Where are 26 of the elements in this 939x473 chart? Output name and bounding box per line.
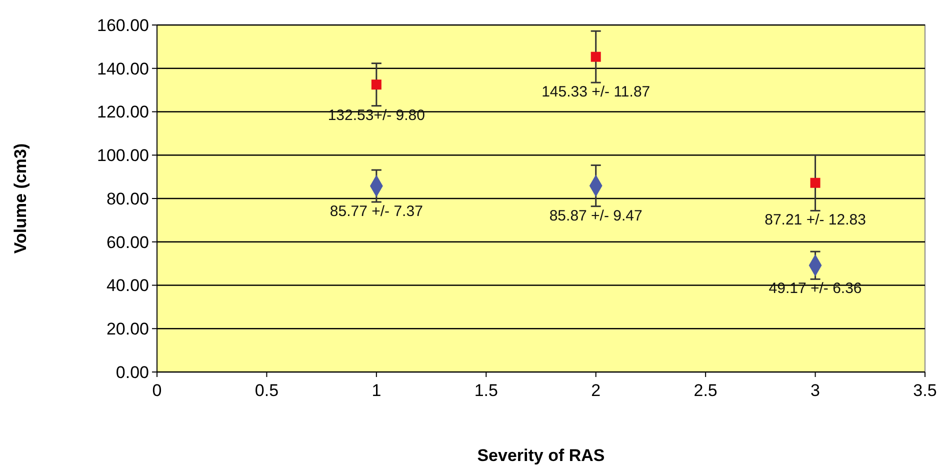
y-tick-label: 80.00 [106,189,149,208]
y-tick-label: 40.00 [106,276,149,296]
data-label: 145.33 +/- 11.87 [542,84,650,101]
y-tick-label: 60.00 [106,232,149,252]
x-tick-label: 3 [810,381,820,400]
point [590,52,601,62]
x-tick-label: 3.5 [913,381,937,400]
x-tick-label: 2 [591,381,601,400]
y-tick-label: 160.00 [97,16,149,35]
x-tick-label: 2.5 [694,381,718,400]
data-label: 85.87 +/- 9.47 [549,207,642,224]
point [371,80,382,90]
y-tick-label: 120.00 [97,102,149,122]
y-tick-label: 0.00 [116,362,149,382]
y-tick-label: 20.00 [106,320,149,339]
data-label: 85.77 +/- 7.37 [330,202,423,220]
point [810,178,820,188]
y-tick-label: 140.00 [97,59,149,78]
x-tick-label: 0.5 [254,381,279,400]
x-tick-label: 0 [152,381,162,400]
x-axis-title: Severity of RAS [477,446,605,465]
y-axis-title: Volume (cm3) [11,143,30,254]
x-tick-label: 1.5 [474,381,498,400]
x-tick-label: 1 [372,381,382,400]
y-tick-label: 100.00 [97,146,149,166]
data-label: 87.21 +/- 12.83 [764,212,866,229]
